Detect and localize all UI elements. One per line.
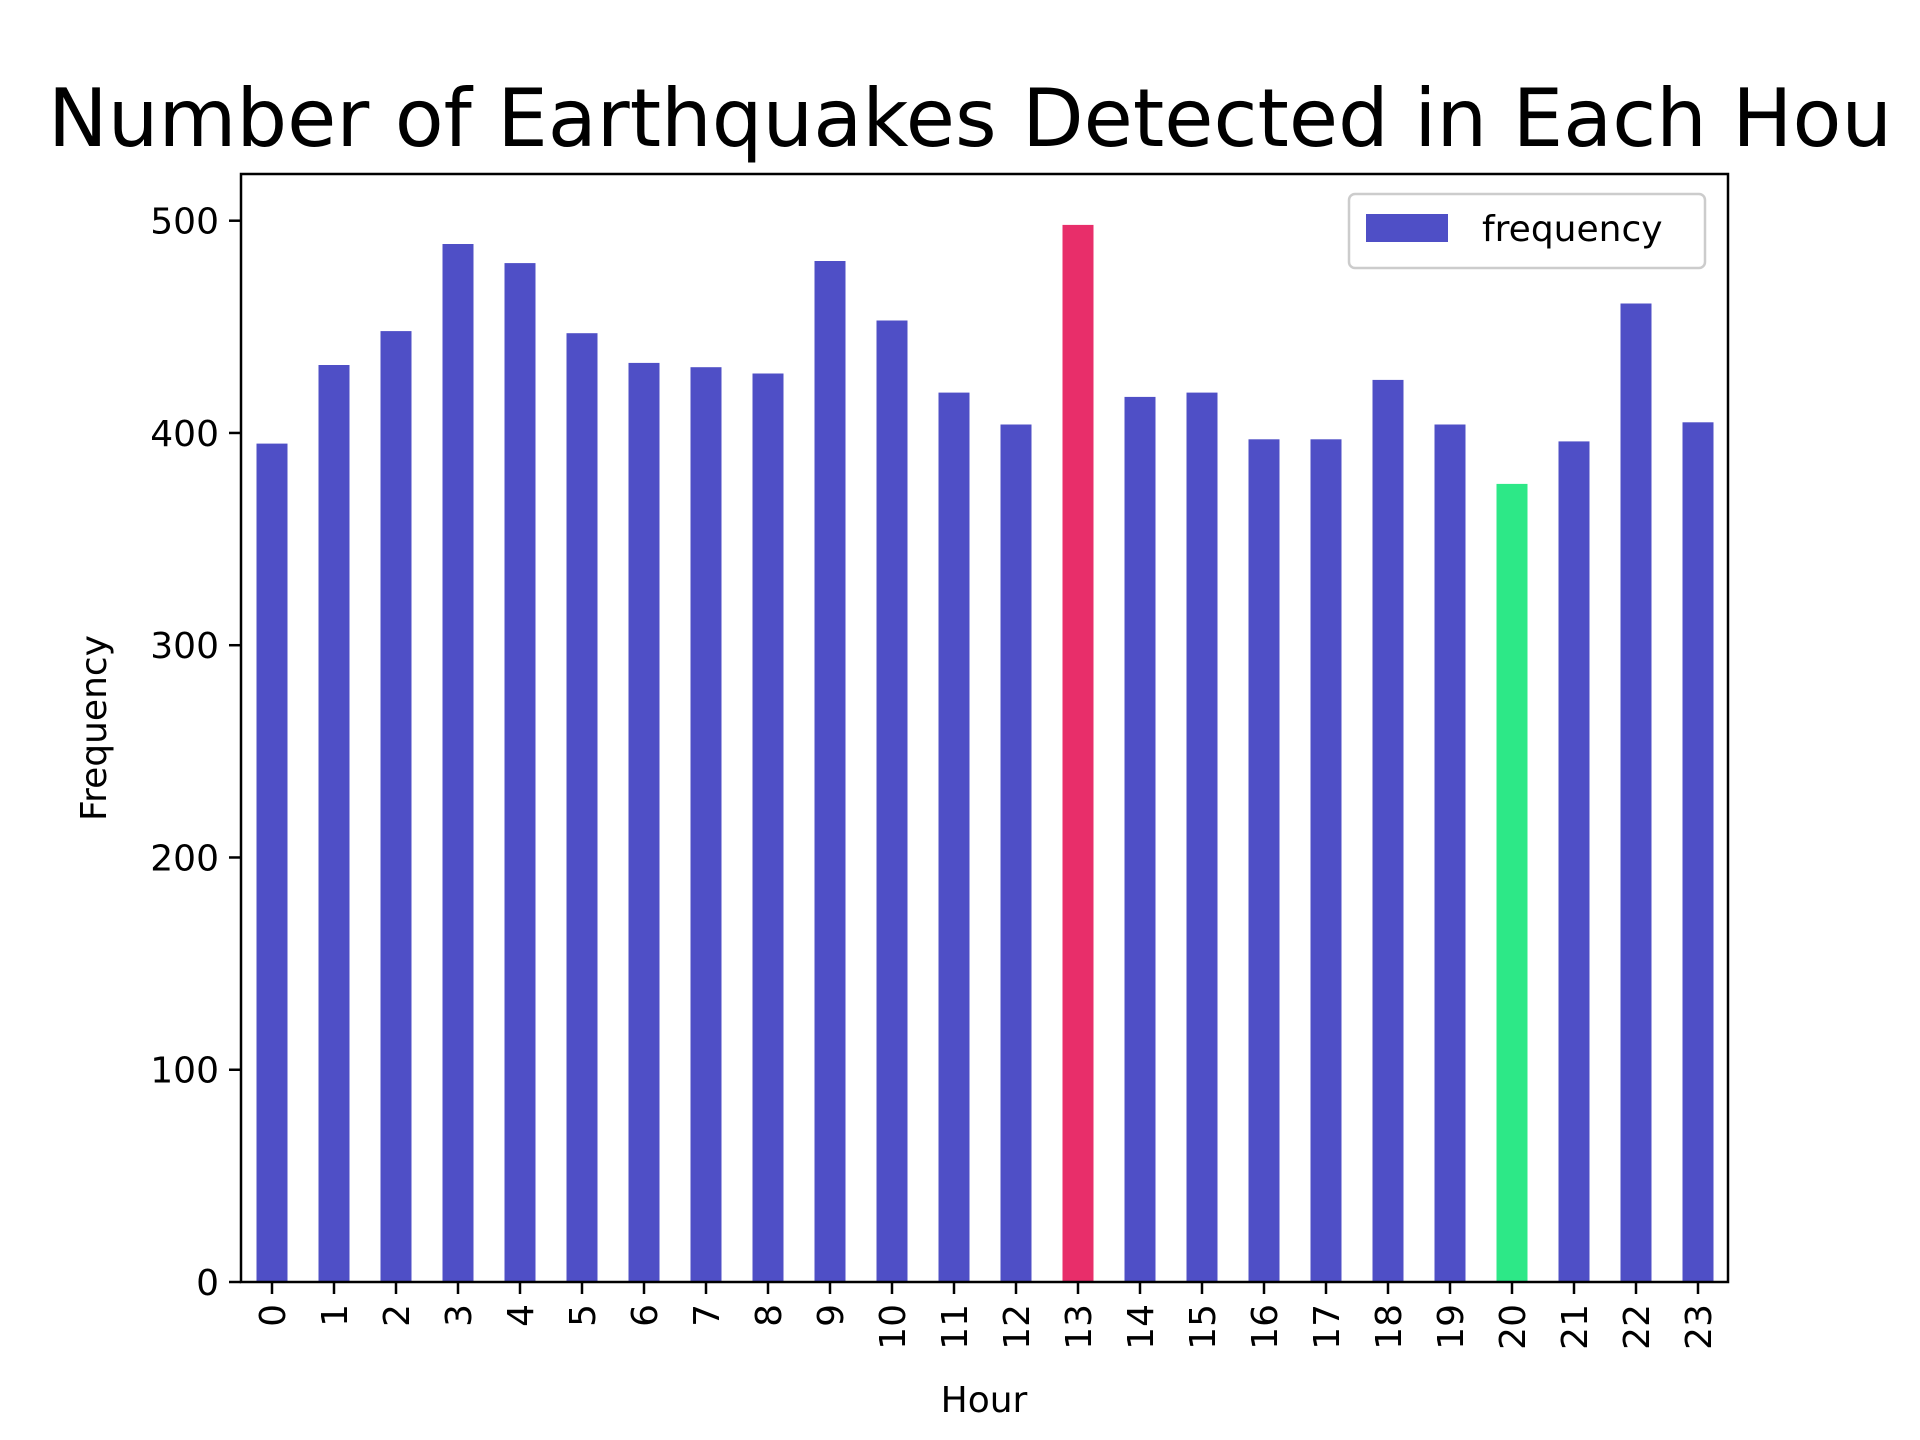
x-tick-label: 0: [253, 1304, 294, 1327]
bar-hour-21: [1558, 441, 1590, 1282]
x-tick-label: 8: [749, 1304, 790, 1327]
bar-hour-20: [1496, 483, 1528, 1282]
x-tick-label: 9: [811, 1304, 852, 1327]
legend-label: frequency: [1482, 209, 1663, 250]
x-tick-label: 18: [1369, 1304, 1410, 1350]
bar-hour-5: [566, 333, 598, 1282]
x-tick-label: 4: [501, 1304, 542, 1327]
x-tick-label: 12: [997, 1304, 1038, 1350]
bar-hour-22: [1620, 303, 1652, 1282]
bar-hour-19: [1434, 424, 1466, 1282]
chart-title: Number of Earthquakes Detected in Each H…: [48, 72, 1892, 165]
legend-box: [1347, 192, 1707, 270]
y-tick-label: 100: [150, 1051, 219, 1092]
bar-hour-15: [1186, 392, 1218, 1283]
x-tick-label: 23: [1679, 1304, 1720, 1350]
y-tick-label: 200: [150, 838, 219, 879]
x-axis-ticks: 0 1 2 3 4 5 6 7 8 9 10 11 12 13 14 15 16 17 18 19 20 21 22 23: [253, 1282, 1720, 1350]
y-tick-label: 300: [150, 626, 219, 667]
x-tick-label: 14: [1121, 1304, 1162, 1350]
bar-hour-18: [1372, 379, 1404, 1282]
bar-hour-1: [318, 365, 350, 1282]
bar-hour-9: [814, 261, 846, 1282]
bar-hour-8: [752, 373, 784, 1282]
bar-hour-10: [876, 320, 908, 1282]
bar-hour-7: [690, 367, 722, 1282]
x-tick-label: 3: [439, 1304, 480, 1327]
x-tick-label: 22: [1617, 1304, 1658, 1350]
y-axis-ticks: 0 100 200 300 400 500: [150, 202, 241, 1304]
bar-hour-17: [1310, 439, 1342, 1282]
y-tick-label: 400: [150, 414, 219, 455]
bar-hour-4: [504, 263, 536, 1283]
bar-hour-0: [256, 443, 288, 1283]
x-tick-label: 20: [1493, 1304, 1534, 1350]
x-tick-label: 11: [935, 1304, 976, 1350]
x-tick-label: 19: [1431, 1304, 1472, 1350]
bar-hour-13: [1062, 224, 1094, 1282]
bar-hour-2: [380, 331, 412, 1283]
y-tick-label: 0: [196, 1263, 219, 1304]
legend-swatch: [1366, 214, 1448, 242]
x-tick-label: 15: [1183, 1304, 1224, 1350]
bar-hour-3: [442, 244, 474, 1282]
x-tick-label: 10: [873, 1304, 914, 1350]
bar-hour-16: [1248, 439, 1280, 1282]
x-tick-label: 16: [1245, 1304, 1286, 1350]
bar-hour-23: [1682, 422, 1714, 1282]
x-tick-label: 1: [315, 1304, 356, 1327]
x-tick-label: 17: [1307, 1304, 1348, 1350]
x-tick-label: 6: [625, 1304, 666, 1327]
bar-hour-11: [938, 392, 970, 1283]
bars: [256, 224, 1714, 1283]
y-tick-label: 500: [150, 202, 219, 243]
legend: frequency: [1347, 192, 1707, 270]
x-tick-label: 21: [1555, 1304, 1596, 1350]
bar-hour-14: [1124, 396, 1156, 1282]
x-tick-label: 13: [1059, 1304, 1100, 1350]
x-tick-label: 2: [377, 1304, 418, 1327]
x-tick-label: 5: [563, 1304, 604, 1327]
y-axis-label: Frequency: [74, 635, 115, 821]
bar-hour-12: [1000, 424, 1032, 1282]
x-tick-label: 7: [687, 1304, 728, 1327]
bar-hour-6: [628, 362, 660, 1282]
plot-frame: [239, 172, 1730, 1284]
x-axis-label: Hour: [941, 1380, 1028, 1421]
